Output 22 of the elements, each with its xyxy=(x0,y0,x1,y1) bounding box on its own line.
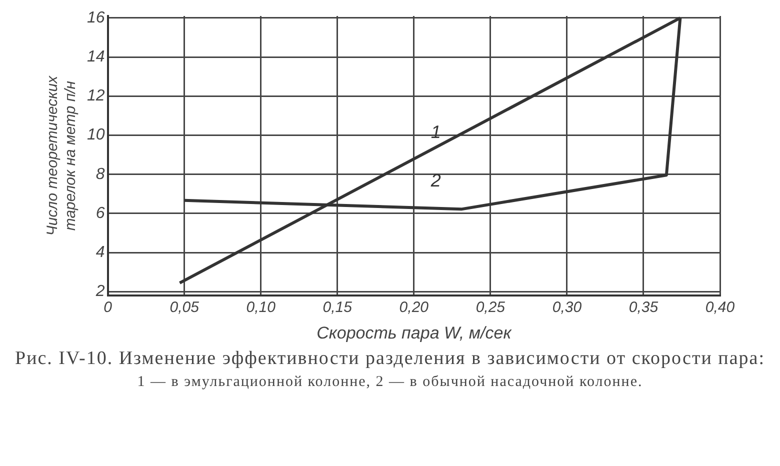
x-tick-label: 0,35 xyxy=(628,298,659,316)
y-tick-label: 2 xyxy=(94,283,105,300)
x-tick-label: 0,05 xyxy=(170,298,200,316)
x-tick-label: 0,10 xyxy=(246,298,276,316)
y-tick-label: 8 xyxy=(96,166,105,183)
series-label: 2 xyxy=(430,170,441,191)
y-tick-label: 4 xyxy=(96,244,105,262)
x-tick-label: 0,30 xyxy=(552,298,582,316)
x-tick-label: 0,20 xyxy=(399,298,430,316)
x-tick-label: 0,40 xyxy=(705,298,736,316)
x-axis-title: Скорость пара W, м/сек xyxy=(316,324,512,343)
text: Рис. IV-10. Изменение эффективности разделения в зависимости от скорости пара: xyxy=(14,348,766,370)
y-tick-label: 6 xyxy=(96,204,105,222)
y-tick-label: 10 xyxy=(87,126,105,144)
y-axis-title: Число теоретических тарелок на метр п/н xyxy=(44,75,80,236)
x-tick-label: 0 xyxy=(104,298,113,316)
y-tick-label: 16 xyxy=(87,9,105,26)
x-tick-label: 0,25 xyxy=(476,298,506,316)
y-tick-label: 12 xyxy=(87,88,105,105)
x-tick-label: 0,15 xyxy=(322,298,353,316)
text: 1 — в эмульгационной колонне, 2 — в обычной насадочной колонне. xyxy=(136,374,644,391)
y-tick-label: 14 xyxy=(87,48,105,66)
